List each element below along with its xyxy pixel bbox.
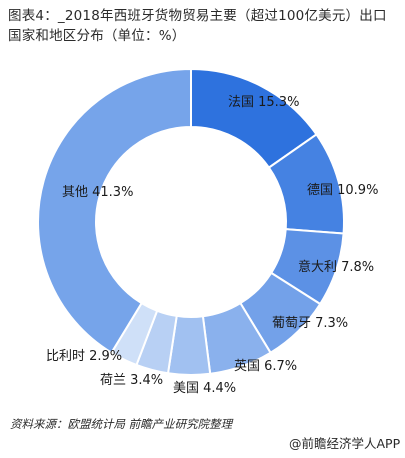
slice-label-意大利: 意大利 7.8% [298, 259, 374, 275]
slice-label-其他: 其他 41.3% [62, 185, 133, 200]
slice-其他 [37, 67, 192, 355]
slice-label-德国: 德国 10.9% [307, 183, 378, 198]
donut-slices [37, 67, 345, 376]
slice-label-比利时: 比利时 2.9% [46, 349, 122, 364]
slice-label-法国: 法国 15.3% [228, 95, 299, 110]
slice-label-英国: 英国 6.7% [234, 359, 297, 374]
chart-title: 图表4：_2018年西班牙货物贸易主要（超过100亿美元）出口国家和地区分布（单… [8, 8, 387, 44]
slice-label-美国: 美国 4.4% [173, 381, 236, 396]
slice-label-荷兰: 荷兰 3.4% [100, 373, 163, 388]
slice-label-葡萄牙: 葡萄牙 7.3% [272, 316, 348, 331]
credit-text: @前瞻经济学人APP [289, 436, 401, 451]
slice-labels: 法国 15.3% 德国 10.9% 意大利 7.8% 葡萄牙 7.3% 英国 6.7% 美… [46, 95, 378, 396]
source-note: 资料来源：欧盟统计局 前瞻产业研究院整理 [10, 417, 233, 431]
